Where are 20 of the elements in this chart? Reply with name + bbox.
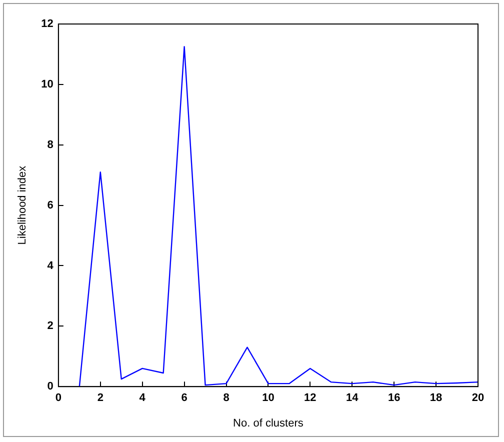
y-tick-label: 10 <box>41 78 54 90</box>
y-tick-label: 8 <box>47 138 54 151</box>
x-tick-label: 12 <box>304 392 316 404</box>
y-tick-label: 12 <box>41 18 54 30</box>
x-tick-label: 8 <box>223 392 230 404</box>
y-tick-label: 6 <box>47 199 54 212</box>
y-tick-label: 0 <box>47 380 54 393</box>
x-tick-label: 2 <box>97 392 104 404</box>
x-tick-label: 0 <box>55 392 62 404</box>
x-tick-label: 14 <box>346 392 360 404</box>
x-tick-label: 18 <box>430 392 442 404</box>
y-axis-title: Likelihood index <box>16 165 29 245</box>
x-tick-label: 4 <box>139 392 146 404</box>
x-axis-title: No. of clusters <box>233 417 304 430</box>
x-tick-label: 10 <box>262 392 274 404</box>
y-tick-label: 2 <box>47 320 54 332</box>
y-tick-label: 4 <box>47 260 54 272</box>
x-tick-label: 16 <box>388 392 400 404</box>
x-tick-label: 20 <box>472 392 484 404</box>
x-tick-label: 6 <box>181 392 188 404</box>
